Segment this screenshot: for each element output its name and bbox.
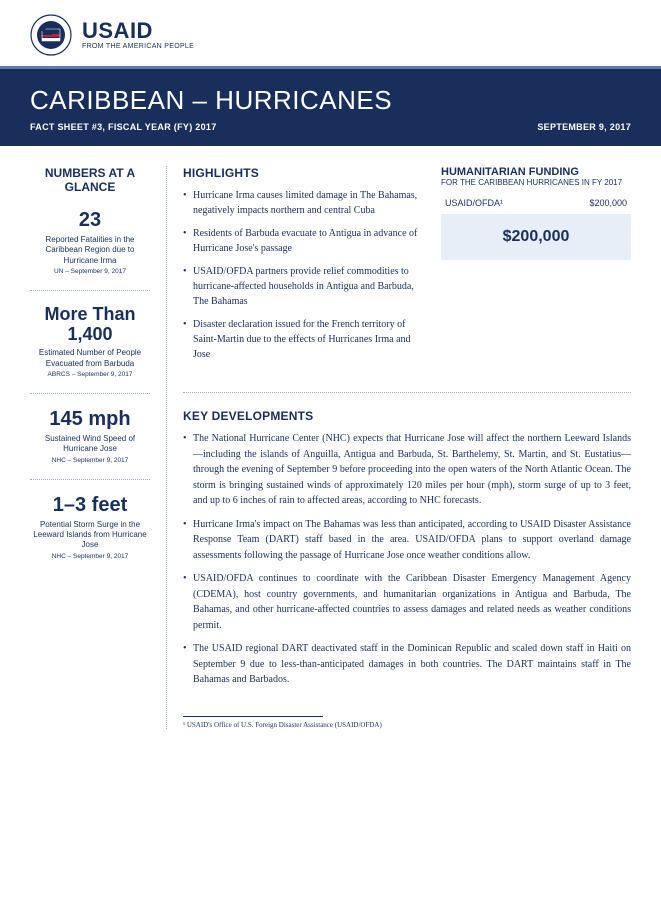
key-dev-item: Hurricane Irma's impact on The Bahamas w…: [183, 517, 631, 564]
page: USAID FROM THE AMERICAN PEOPLE CARIBBEAN…: [0, 0, 661, 739]
key-developments-section: KEY DEVELOPMENTS The National Hurricane …: [183, 409, 631, 688]
logo-main-text: USAID: [82, 20, 194, 42]
key-developments-list: The National Hurricane Center (NHC) expe…: [183, 431, 631, 688]
title-sub-row: FACT SHEET #3, FISCAL YEAR (FY) 2017 SEP…: [30, 122, 631, 132]
usaid-seal-icon: [30, 14, 72, 56]
factsheet-label: FACT SHEET #3, FISCAL YEAR (FY) 2017: [30, 122, 217, 132]
highlights-title: HIGHLIGHTS: [183, 166, 425, 180]
sidebar: NUMBERS AT A GLANCE 23 Reported Fataliti…: [30, 166, 150, 729]
stat-value: 1–3 feet: [30, 494, 150, 516]
main-top-row: HIGHLIGHTS Hurricane Irma causes limited…: [183, 166, 631, 370]
highlights-section: HIGHLIGHTS Hurricane Irma causes limited…: [183, 166, 425, 370]
stat-label: Reported Fatalities in the Caribbean Reg…: [30, 235, 150, 266]
stat-block: 145 mph Sustained Wind Speed of Hurrican…: [30, 408, 150, 480]
highlights-list: Hurricane Irma causes limited damage in …: [183, 188, 425, 362]
stat-source: UN – September 9, 2017: [30, 268, 150, 276]
factsheet-date: SEPTEMBER 9, 2017: [537, 122, 631, 132]
highlight-item: Hurricane Irma causes limited damage in …: [183, 188, 425, 218]
stat-source: NHC – September 9, 2017: [30, 457, 150, 465]
stat-label: Sustained Wind Speed of Hurricane Jose: [30, 434, 150, 455]
funding-title: HUMANITARIAN FUNDING: [441, 166, 631, 178]
header-logo-area: USAID FROM THE AMERICAN PEOPLE: [0, 0, 661, 66]
sidebar-title: NUMBERS AT A GLANCE: [30, 166, 150, 195]
footnote-rule: [183, 716, 323, 717]
stat-label: Potential Storm Surge in the Leeward Isl…: [30, 520, 150, 551]
stat-source: NHC – September 9, 2017: [30, 553, 150, 561]
funding-row: USAID/OFDA¹ $200,000: [441, 196, 631, 210]
funding-box: HUMANITARIAN FUNDING FOR THE CARIBBEAN H…: [441, 166, 631, 370]
highlight-item: USAID/OFDA partners provide relief commo…: [183, 264, 425, 309]
funding-row-amount: $200,000: [589, 198, 627, 208]
key-dev-item: The National Hurricane Center (NHC) expe…: [183, 431, 631, 509]
key-developments-title: KEY DEVELOPMENTS: [183, 409, 631, 423]
content-area: NUMBERS AT A GLANCE 23 Reported Fataliti…: [0, 146, 661, 739]
logo-text-block: USAID FROM THE AMERICAN PEOPLE: [82, 20, 194, 50]
stat-block: 1–3 feet Potential Storm Surge in the Le…: [30, 494, 150, 575]
key-dev-item: The USAID regional DART deactivated staf…: [183, 641, 631, 688]
vertical-divider: [166, 166, 167, 729]
stat-source: ABRCS – September 9, 2017: [30, 371, 150, 379]
horizontal-divider: [183, 392, 631, 393]
page-title: CARIBBEAN – HURRICANES: [30, 85, 631, 116]
stat-value: 23: [30, 209, 150, 231]
logo-tagline: FROM THE AMERICAN PEOPLE: [82, 43, 194, 50]
main-column: HIGHLIGHTS Hurricane Irma causes limited…: [183, 166, 631, 729]
footnote: ¹ USAID's Office of U.S. Foreign Disaste…: [183, 721, 631, 729]
stat-value: More Than 1,400: [30, 305, 150, 345]
stat-block: More Than 1,400 Estimated Number of Peop…: [30, 305, 150, 394]
funding-total: $200,000: [441, 214, 631, 260]
funding-subtitle: FOR THE CARIBBEAN HURRICANES IN FY 2017: [441, 178, 631, 188]
stat-label: Estimated Number of People Evacuated fro…: [30, 348, 150, 369]
stat-value: 145 mph: [30, 408, 150, 430]
highlight-item: Disaster declaration issued for the Fren…: [183, 317, 425, 362]
highlight-item: Residents of Barbuda evacuate to Antigua…: [183, 226, 425, 256]
stat-block: 23 Reported Fatalities in the Caribbean …: [30, 209, 150, 291]
funding-row-label: USAID/OFDA¹: [445, 198, 503, 208]
title-band: CARIBBEAN – HURRICANES FACT SHEET #3, FI…: [0, 66, 661, 146]
key-dev-item: USAID/OFDA continues to coordinate with …: [183, 571, 631, 633]
